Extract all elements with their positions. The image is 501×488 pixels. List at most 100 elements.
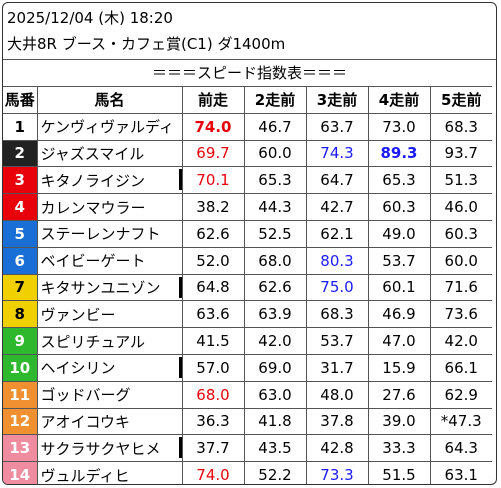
speed-index-value: 62.6 [181, 219, 245, 248]
table-row: 12 アオイコウキ 36.3 41.8 37.8 39.0 *47.3 [3, 407, 492, 436]
speed-index-value: 66.1 [429, 353, 492, 382]
speed-index-value: 52.2 [243, 461, 307, 484]
speed-index-value: 63.0 [243, 380, 307, 409]
speed-index-value: 60.3 [367, 193, 431, 221]
speed-index-value: 33.3 [367, 434, 431, 463]
speed-index-value: 64.8 [181, 273, 245, 302]
horse-name-text: キタサンユニゾン [40, 278, 161, 297]
header-3-races-ago: 3走前 [305, 86, 369, 114]
horse-number: 1 [3, 112, 38, 141]
speed-index-value: 62.6 [243, 273, 307, 302]
speed-index-value: 52.5 [243, 219, 307, 248]
table-row: 5 ステーレンナフト 62.6 52.5 62.1 49.0 60.3 [3, 219, 492, 248]
speed-index-value: 36.3 [181, 407, 245, 436]
table-row: 11 ゴッドバーグ 68.0 63.0 48.0 27.6 62.9 [3, 380, 492, 409]
speed-index-value: *47.3 [429, 407, 492, 436]
speed-index-value: 63.6 [181, 300, 245, 329]
speed-index-value: 65.3 [367, 166, 431, 195]
speed-index-value: 38.2 [181, 193, 245, 221]
speed-index-value: 53.7 [305, 327, 369, 355]
horse-number: 6 [3, 246, 38, 275]
horse-name-text: ヘイシリン [40, 359, 116, 378]
speed-index-value: 37.7 [181, 434, 245, 463]
speed-index-value: 46.0 [429, 193, 492, 221]
horse-name: ゴッドバーグ [36, 380, 183, 409]
speed-index-value: 46.9 [367, 300, 431, 329]
speed-index-value: 43.5 [243, 434, 307, 463]
horse-number: 11 [3, 380, 38, 409]
speed-index-value: 48.0 [305, 380, 369, 409]
horse-name-text: ヴュルディヒ [40, 466, 130, 485]
speed-index-value: 69.0 [243, 353, 307, 382]
table-row: 6 ベイビーゲート 52.0 68.0 80.3 53.7 60.0 [3, 246, 492, 275]
speed-index-value: 73.3 [305, 461, 369, 484]
speed-index-value: 75.0 [305, 273, 369, 302]
speed-index-value: 44.3 [243, 193, 307, 221]
speed-index-value: 62.1 [305, 219, 369, 248]
horse-number: 4 [3, 193, 38, 221]
horse-name-text: ベイビーゲート [40, 252, 146, 271]
speed-index-value: 74.0 [181, 461, 245, 484]
horse-number: 12 [3, 407, 38, 436]
speed-index-value: 64.3 [429, 434, 492, 463]
speed-index-value: 42.0 [243, 327, 307, 355]
table-header-row: 馬番 馬名 前走 2走前 3走前 4走前 5走前 [3, 86, 492, 114]
speed-index-value: 73.6 [429, 300, 492, 329]
table-row: 2 ジャズスマイル 69.7 60.0 74.3 89.3 93.7 [3, 139, 492, 168]
header-4-races-ago: 4走前 [367, 86, 431, 114]
speed-index-value: 53.7 [367, 246, 431, 275]
speed-index-value: 39.0 [367, 407, 431, 436]
speed-index-value: 37.8 [305, 407, 369, 436]
horse-name-text: アオイコウキ [40, 412, 130, 431]
speed-index-value: 41.5 [181, 327, 245, 355]
speed-index-value: 57.0 [181, 353, 245, 382]
speed-index-value: 60.1 [367, 273, 431, 302]
speed-index-value: 63.9 [243, 300, 307, 329]
speed-index-value: 42.0 [429, 327, 492, 355]
speed-index-value: 65.3 [243, 166, 307, 195]
horse-number: 7 [3, 273, 38, 302]
speed-index-value: 62.9 [429, 380, 492, 409]
speed-index-value: 68.0 [243, 246, 307, 275]
table-row: 7 キタサンユニゾン 64.8 62.6 75.0 60.1 71.6 [3, 273, 492, 302]
speed-index-value: 42.7 [305, 193, 369, 221]
horse-name: カレンマウラー [36, 193, 183, 221]
speed-index-value: 27.6 [367, 380, 431, 409]
speed-index-value: 74.0 [181, 112, 245, 141]
speed-index-value: 71.6 [429, 273, 492, 302]
table-row: 10 ヘイシリン 57.0 69.0 31.7 15.9 66.1 [3, 353, 492, 382]
speed-index-value: 51.3 [429, 166, 492, 195]
table-row: 1 ケンヴィヴァルディ 74.0 46.7 63.7 73.0 68.3 [3, 112, 492, 141]
speed-index-value: 42.8 [305, 434, 369, 463]
speed-index-value: 74.3 [305, 139, 369, 168]
horse-name: キタノライジン [36, 166, 183, 195]
horse-name: キタサンユニゾン [36, 273, 183, 302]
table-row: 14 ヴュルディヒ 74.0 52.2 73.3 51.5 63.1 [3, 461, 492, 485]
horse-name-text: サクラサクヤヒメ [40, 439, 161, 458]
speed-index-value: 89.3 [367, 139, 431, 168]
speed-index-value: 51.5 [367, 461, 431, 484]
table-row: 8 ヴァンビー 63.6 63.9 68.3 46.9 73.6 [3, 300, 492, 329]
speed-index-value: 60.3 [429, 219, 492, 248]
speed-index-value: 46.7 [243, 112, 307, 141]
speed-index-table: 馬番 馬名 前走 2走前 3走前 4走前 5走前 1 ケンヴィヴァルディ 74.0 4… [3, 86, 492, 485]
horse-name: ヘイシリン [36, 353, 183, 382]
horse-number: 5 [3, 219, 38, 248]
speed-index-value: 31.7 [305, 353, 369, 382]
horse-name: ステーレンナフト [36, 219, 183, 248]
header-2-races-ago: 2走前 [243, 86, 307, 114]
horse-name-text: ゴッドバーグ [40, 386, 131, 405]
horse-name-text: ステーレンナフト [40, 225, 161, 244]
table-row: 3 キタノライジン 70.1 65.3 64.7 65.3 51.3 [3, 166, 492, 195]
header-horse-number: 馬番 [3, 86, 38, 114]
speed-index-value: 70.1 [181, 166, 245, 195]
horse-name-text: ヴァンビー [40, 305, 116, 324]
horse-name: ケンヴィヴァルディ [36, 112, 183, 141]
horse-name: アオイコウキ [36, 407, 183, 436]
header-horse-name: 馬名 [36, 86, 183, 114]
speed-index-value: 80.3 [305, 246, 369, 275]
marker-bar [178, 276, 181, 298]
speed-index-value: 93.7 [429, 139, 492, 168]
marker-bar [178, 169, 181, 191]
speed-index-value: 60.0 [243, 139, 307, 168]
